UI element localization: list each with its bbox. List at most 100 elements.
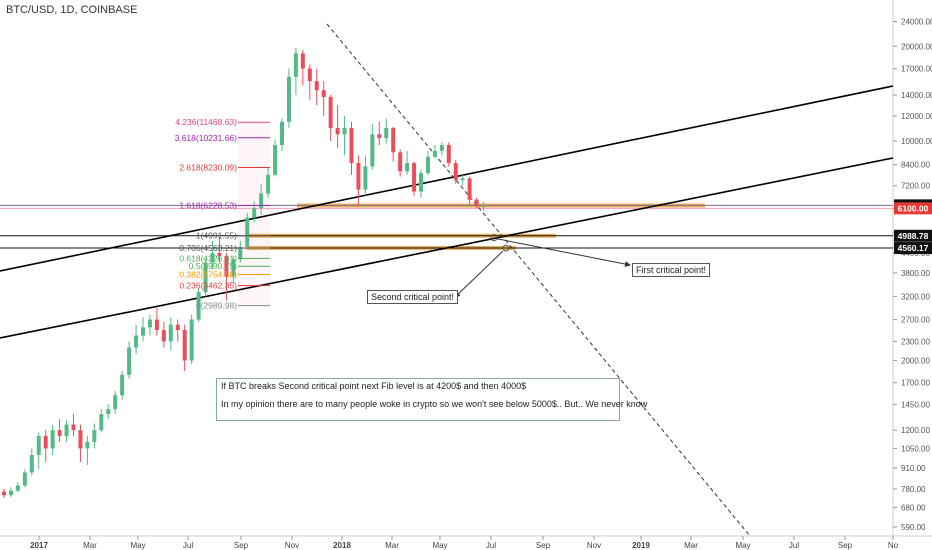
candle-body: [50, 430, 55, 449]
fib-labels: 4.236(11468.63) 3.618(10231.66) 2.618(8230…: [175, 117, 270, 311]
candle-body: [314, 81, 319, 91]
price-tick-label: 2700.00: [901, 316, 930, 325]
candle-body: [8, 490, 13, 496]
price-tag-label: 4560.17: [898, 243, 929, 253]
candle-body: [71, 424, 76, 431]
fib-level-label: 3.618(10231.66): [175, 133, 238, 143]
price-axis[interactable]: 24000.00 20000.00 17000.00 14000.00 12000.00…: [893, 18, 932, 533]
fib-level-label: 0.618(4226.61): [179, 253, 237, 263]
time-tick-label: Jul: [486, 541, 496, 550]
candle-body: [196, 292, 201, 320]
time-tick-label: 2018: [333, 541, 351, 550]
candle-body: [134, 335, 139, 348]
arrows: [454, 234, 631, 298]
second-critical-callout[interactable]: Second critical point!: [367, 290, 459, 304]
first-critical-callout[interactable]: First critical point!: [632, 263, 711, 277]
time-tick-label: Sep: [838, 541, 853, 550]
price-tick-label: 14000.00: [901, 91, 932, 100]
price-tick-label: 590.00: [901, 523, 926, 532]
candle-body: [293, 53, 298, 77]
candle-body: [328, 96, 333, 128]
candle-body: [412, 163, 417, 192]
candle-body: [147, 319, 152, 328]
candle-body: [467, 178, 472, 200]
lower-channel-line: [0, 157, 894, 339]
candle-body: [64, 424, 69, 436]
candle-body: [217, 252, 222, 257]
trend-lines: [0, 23, 894, 537]
price-tick-label: 1700.00: [901, 379, 930, 388]
candle-body: [92, 430, 97, 443]
time-tick-label: No: [888, 541, 899, 550]
time-tick-label: Sep: [536, 541, 551, 550]
candle-body: [78, 430, 83, 449]
price-tick-label: 3800.00: [901, 269, 930, 278]
price-tag-box: [894, 242, 932, 255]
fib-level-label: 0.5(3990.75): [189, 261, 237, 271]
fib-level-label: 0.786(4563.21): [179, 243, 237, 253]
candle-body: [29, 455, 34, 473]
fib-level-label: 1.618(6228.53): [179, 201, 237, 211]
candle-body: [113, 395, 118, 410]
candle-body: [238, 246, 243, 260]
first-point-marker: [490, 234, 498, 242]
upper-channel-line: [0, 85, 894, 272]
price-tick-label: 10000.00: [901, 137, 932, 146]
candle-body: [460, 178, 465, 181]
candle-body: [446, 145, 451, 164]
price-tick-label: 20000.00: [901, 42, 932, 51]
time-tick-label: Nov: [285, 541, 299, 550]
price-tick-label: 12000.00: [901, 112, 932, 121]
fib-bands: [238, 122, 705, 306]
time-tick-label: 2017: [30, 541, 48, 550]
fib-level-label: 0.236(3462.35): [179, 281, 237, 291]
candle-body: [224, 256, 229, 277]
candle-body: [342, 127, 347, 135]
candle-body: [384, 127, 389, 139]
candle-body: [266, 174, 271, 194]
candle-body: [419, 173, 423, 192]
candle-body: [43, 435, 48, 449]
second-point-marker: [502, 244, 510, 252]
price-tag-box: [894, 202, 932, 215]
fib-level-label: 0(2989.98): [196, 301, 237, 311]
fib-level-label: 0.382(3754.58): [179, 270, 237, 280]
grid: [0, 0, 932, 537]
candle-body: [85, 442, 90, 449]
price-tick-label: 1050.00: [901, 444, 930, 453]
candle-body: [370, 134, 375, 167]
candle-body: [161, 330, 166, 342]
candle-body: [398, 152, 403, 172]
candle-body: [141, 327, 145, 336]
candle-body: [168, 324, 173, 342]
price-tick-label: 2300.00: [901, 337, 930, 346]
candle-body: [120, 374, 125, 396]
time-axis[interactable]: 2017 Mar May Jul Sep Nov 2018 Mar May Jul Sep Nov 20…: [30, 536, 899, 550]
candle-body: [210, 252, 215, 263]
price-tag-box: [894, 229, 932, 242]
time-tick-label: Jul: [789, 541, 799, 550]
price-tick-label: 8400.00: [901, 161, 930, 170]
time-tick-label: May: [432, 541, 447, 550]
candle-body: [286, 76, 291, 122]
candle-body: [99, 414, 104, 431]
candle-body: [356, 163, 361, 190]
candle-body: [300, 53, 305, 69]
price-tick-label: 2000.00: [901, 356, 930, 365]
price-tick-label: 780.00: [901, 485, 926, 494]
note-line-2: In my opinion there are to many people w…: [221, 399, 648, 409]
candle-body: [175, 324, 180, 331]
candle-body: [182, 330, 187, 361]
time-tick-label: Mar: [684, 541, 698, 550]
analysis-note[interactable]: If BTC breaks Second critical point next…: [216, 378, 648, 421]
price-tick-label: 680.00: [901, 504, 926, 513]
candle-body: [405, 163, 410, 172]
candle-body: [363, 166, 368, 190]
candle-body: [349, 127, 354, 164]
candle-body: [154, 319, 159, 331]
candle-body: [453, 163, 458, 181]
candle-body: [439, 145, 444, 151]
